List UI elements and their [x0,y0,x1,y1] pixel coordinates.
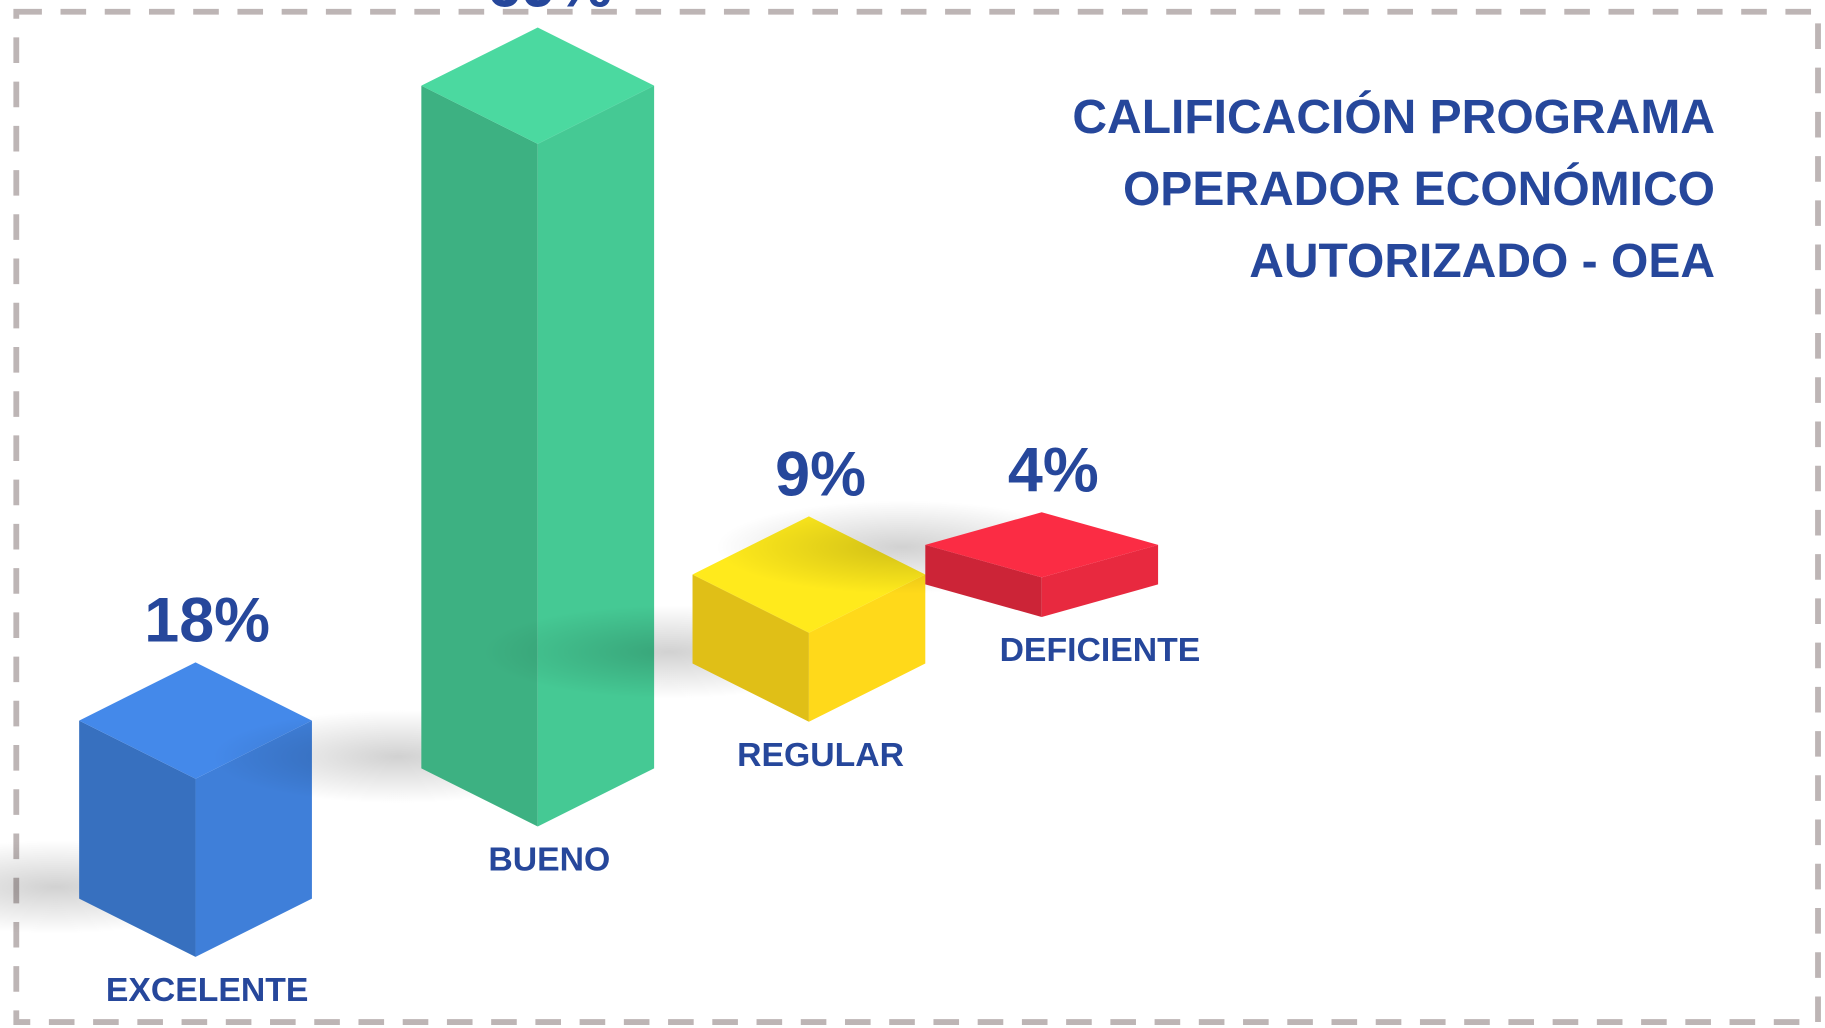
bar-right-face [537,85,655,827]
value-label: 18% [144,585,270,655]
bar-right-face [808,574,926,722]
dashed-border [13,8,1821,1025]
bar-top-face [925,512,1159,578]
bar-left-face [421,85,538,827]
bar [421,27,655,827]
category-label: EXCELENTE [106,971,309,1009]
category-label: DEFICIENTE [1000,631,1201,669]
category-label: BUENO [488,841,610,879]
category-label: REGULAR [737,736,904,774]
bar-left-face [692,574,809,722]
bar [79,662,312,957]
chart-title: CALIFICACIÓN PROGRAMA OPERADOR ECONÓMICO… [1072,91,1715,288]
value-label: 4% [1008,435,1099,505]
value-label: 9% [775,439,866,509]
bar-left-face [925,544,1042,618]
bar-left-face [79,720,196,957]
bar-top-face [421,27,655,144]
bar [925,512,1159,618]
value-label: 69% [486,0,612,21]
bar-right-face [1041,544,1159,618]
